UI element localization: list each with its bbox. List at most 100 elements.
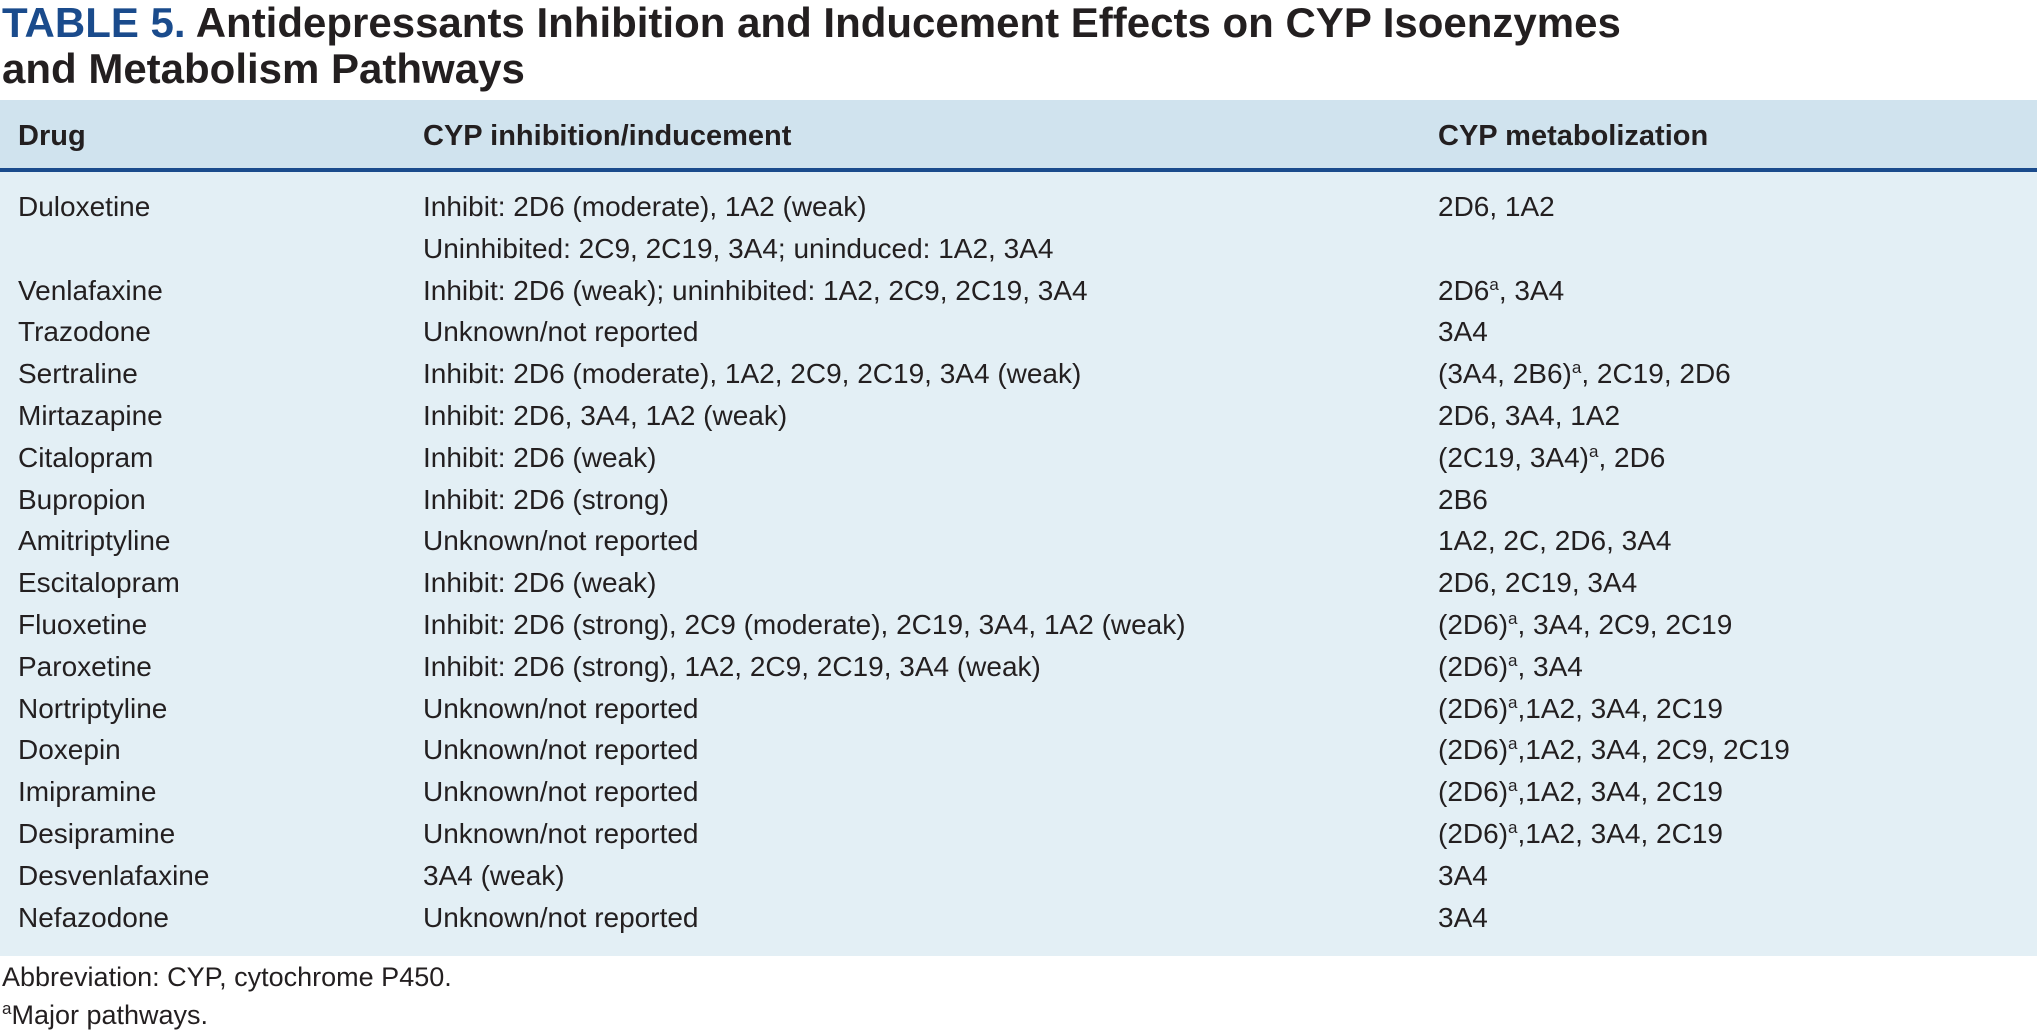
footnote-marker: a xyxy=(2,999,12,1018)
footnote-major-text: Major pathways. xyxy=(11,1000,209,1030)
cell-cyp-inhibition: Unknown/not reported xyxy=(423,520,699,562)
cell-cyp-inhibition-line: Unknown/not reported xyxy=(423,901,699,933)
cell-drug: Paroxetine xyxy=(18,650,152,682)
footnote-marker: a xyxy=(1508,608,1518,628)
table-body: Duloxetine Inhibit: 2D6 (moderate), 1A2 (… xyxy=(0,186,2037,938)
metabolization-rest: , 3A4 xyxy=(1517,650,1583,682)
cell-cyp-metabolization: 3A4 xyxy=(1438,897,1488,939)
cell-cyp-inhibition-line: Uninhibited: 2C9, 2C19, 3A4; uninduced: … xyxy=(423,232,1054,264)
table-row: Imipramine Unknown/not reported (2D6)a,1A2… xyxy=(0,771,2037,813)
table-row: Amitriptyline Unknown/not reported 1A2, 2C… xyxy=(0,520,2037,562)
table-row: Nortriptyline Unknown/not reported (2D6)a,… xyxy=(0,688,2037,730)
cell-cyp-inhibition: Unknown/not reported xyxy=(423,813,699,855)
table-row: Citalopram Inhibit: 2D6 (weak) (2C19, 3A4)… xyxy=(0,437,2037,479)
cell-cyp-inhibition-line: Inhibit: 2D6 (weak) xyxy=(423,441,657,473)
cell-cyp-metabolization: (2D6)a,1A2, 3A4, 2C19 xyxy=(1438,688,1723,730)
cell-cyp-inhibition: Unknown/not reported xyxy=(423,688,699,730)
table-row: Duloxetine Inhibit: 2D6 (moderate), 1A2 (… xyxy=(0,186,2037,270)
metabolization-major: (2D6) xyxy=(1438,817,1509,849)
metabolization-rest: , 3A4 xyxy=(1498,274,1565,306)
cell-cyp-inhibition: Unknown/not reported xyxy=(423,897,699,939)
cell-drug: Trazodone xyxy=(18,316,151,348)
cell-drug: Venlafaxine xyxy=(18,274,163,306)
footnote-major-pathways: aMajor pathways. xyxy=(2,996,452,1034)
metabolization-major: (3A4, 2B6) xyxy=(1438,358,1572,390)
cell-cyp-inhibition-line: Inhibit: 2D6 (weak); uninhibited: 1A2, 2… xyxy=(423,274,1088,306)
cell-cyp-inhibition-line: Inhibit: 2D6 (moderate), 1A2, 2C9, 2C19,… xyxy=(423,358,1082,390)
cell-cyp-inhibition: Unknown/not reported xyxy=(423,729,699,771)
cell-cyp-inhibition-line: Unknown/not reported xyxy=(423,817,699,849)
table-row: Trazodone Unknown/not reported 3A4 xyxy=(0,311,2037,353)
header-cyp-inhibition: CYP inhibition/inducement xyxy=(423,120,792,152)
cell-drug: Nortriptyline xyxy=(18,692,168,724)
cell-drug: Escitalopram xyxy=(18,567,180,599)
cell-drug: Fluoxetine xyxy=(18,608,148,640)
metabolization-major: (2D6) xyxy=(1438,692,1509,724)
table-row: Venlafaxine Inhibit: 2D6 (weak); uninhibi… xyxy=(0,270,2037,312)
cyp-table: Drug CYP inhibition/inducement CYP metab… xyxy=(0,100,2037,956)
cell-cyp-inhibition: Inhibit: 2D6, 3A4, 1A2 (weak) xyxy=(423,395,787,437)
header-drug: Drug xyxy=(18,120,86,152)
footnote-marker: a xyxy=(1508,692,1518,712)
cell-cyp-inhibition-line: Unknown/not reported xyxy=(423,692,699,724)
cell-drug: Bupropion xyxy=(18,483,146,515)
cell-cyp-inhibition: Inhibit: 2D6 (weak) xyxy=(423,437,656,479)
cell-cyp-metabolization: 2D6, 3A4, 1A2 xyxy=(1438,395,1620,437)
footnote-marker: a xyxy=(1508,650,1518,670)
table-number-label: TABLE 5. xyxy=(2,0,186,46)
footnote-marker: a xyxy=(1588,441,1599,461)
cell-cyp-inhibition-line: Unknown/not reported xyxy=(423,734,699,766)
cell-cyp-metabolization: (2D6)a,1A2, 3A4, 2C19 xyxy=(1438,813,1723,855)
footnote-marker: a xyxy=(1571,358,1582,378)
cell-drug: Citalopram xyxy=(18,441,154,473)
cell-cyp-inhibition-line: Inhibit: 2D6 (strong), 2C9 (moderate), 2… xyxy=(423,608,1186,640)
cell-cyp-metabolization: (2D6)a, 3A4 xyxy=(1438,646,1583,688)
table-row: Desvenlafaxine 3A4 (weak) 3A4 xyxy=(0,855,2037,897)
metabolization-rest: ,1A2, 3A4, 2C9, 2C19 xyxy=(1517,734,1790,766)
cell-cyp-inhibition: Inhibit: 2D6 (strong), 2C9 (moderate), 2… xyxy=(423,604,1186,646)
cell-drug: Duloxetine xyxy=(18,191,151,222)
table-row: Paroxetine Inhibit: 2D6 (strong), 1A2, 2C… xyxy=(0,646,2037,688)
cell-cyp-inhibition: Unknown/not reported xyxy=(423,771,699,813)
cell-cyp-inhibition-line: Inhibit: 2D6, 3A4, 1A2 (weak) xyxy=(423,399,788,431)
metabolization-rest: 2D6, 2C19, 3A4 xyxy=(1438,567,1638,599)
metabolization-rest: 2D6, 1A2 xyxy=(1438,191,1555,222)
table-row: Fluoxetine Inhibit: 2D6 (strong), 2C9 (mo… xyxy=(0,604,2037,646)
cell-cyp-inhibition-line: Inhibit: 2D6 (strong) xyxy=(423,483,669,515)
cell-drug: Amitriptyline xyxy=(18,525,171,557)
table-row: Mirtazapine Inhibit: 2D6, 3A4, 1A2 (weak)… xyxy=(0,395,2037,437)
cell-cyp-metabolization: 2B6 xyxy=(1438,479,1488,521)
footnote-abbreviation: Abbreviation: CYP, cytochrome P450. xyxy=(2,962,452,992)
cell-cyp-inhibition-line: 3A4 (weak) xyxy=(423,859,565,891)
cell-drug: Imipramine xyxy=(18,776,157,808)
cell-drug: Doxepin xyxy=(18,734,121,766)
metabolization-rest: 3A4 xyxy=(1438,901,1488,933)
cell-drug: Desipramine xyxy=(18,817,176,849)
cell-cyp-metabolization: (2D6)a,1A2, 3A4, 2C19 xyxy=(1438,771,1723,813)
table-row: Nefazodone Unknown/not reported 3A4 xyxy=(0,897,2037,939)
cell-cyp-inhibition: Inhibit: 2D6 (strong) xyxy=(423,479,669,521)
footnote-marker: a xyxy=(1508,817,1518,837)
metabolization-rest: , 2D6 xyxy=(1598,441,1666,473)
metabolization-rest: ,1A2, 3A4, 2C19 xyxy=(1517,692,1723,724)
cell-cyp-inhibition-line: Unknown/not reported xyxy=(423,525,699,557)
cell-cyp-metabolization: 1A2, 2C, 2D6, 3A4 xyxy=(1438,520,1671,562)
table-row: Doxepin Unknown/not reported (2D6)a,1A2, 3… xyxy=(0,729,2037,771)
table-title-line1: Antidepressants Inhibition and Inducemen… xyxy=(195,0,1621,46)
cell-cyp-metabolization: (2C19, 3A4)a, 2D6 xyxy=(1438,437,1665,479)
cell-cyp-inhibition-line: Inhibit: 2D6 (moderate), 1A2 (weak) xyxy=(423,191,867,222)
metabolization-rest: , 2C19, 2D6 xyxy=(1581,358,1731,390)
header-cyp-metabolization: CYP metabolization xyxy=(1438,120,1709,152)
metabolization-major: (2D6) xyxy=(1438,650,1509,682)
metabolization-major: (2D6) xyxy=(1438,734,1509,766)
cell-cyp-inhibition-line: Unknown/not reported xyxy=(423,776,699,808)
footnote-marker: a xyxy=(1508,776,1518,796)
cell-cyp-metabolization: (2D6)a, 3A4, 2C9, 2C19 xyxy=(1438,604,1732,646)
metabolization-rest: ,1A2, 3A4, 2C19 xyxy=(1517,776,1723,808)
cell-cyp-metabolization: 3A4 xyxy=(1438,311,1488,353)
metabolization-major: (2C19, 3A4) xyxy=(1438,441,1589,473)
cell-cyp-inhibition-line: Inhibit: 2D6 (weak) xyxy=(423,567,657,599)
cell-cyp-inhibition: Inhibit: 2D6 (weak); uninhibited: 1A2, 2… xyxy=(423,270,1088,312)
cell-cyp-inhibition: Unknown/not reported xyxy=(423,311,699,353)
table-header: Drug CYP inhibition/inducement CYP metab… xyxy=(0,100,2037,172)
